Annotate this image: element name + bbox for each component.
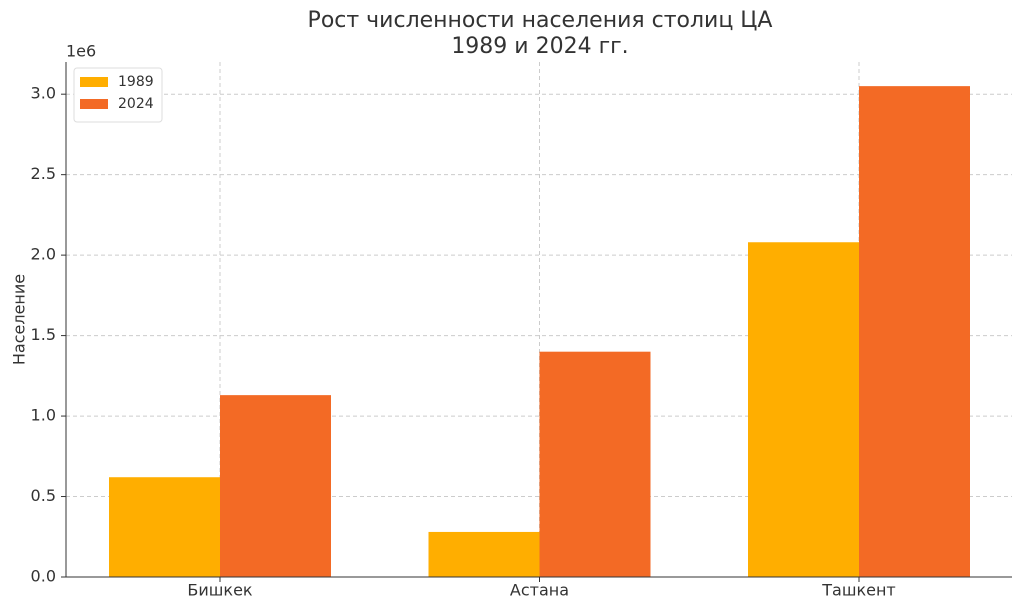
y-tick-label: 0.5: [31, 486, 56, 505]
y-tick-label: 3.0: [31, 84, 56, 103]
y-tick-label: 1.0: [31, 406, 56, 425]
bar: [539, 351, 651, 577]
legend-swatch: [80, 99, 108, 109]
y-offset-label: 1e6: [66, 42, 96, 61]
y-tick-label: 0.0: [31, 567, 56, 586]
y-tick-label: 1.5: [31, 325, 56, 344]
legend-swatch: [80, 77, 108, 87]
y-tick-label: 2.0: [31, 245, 56, 264]
bar: [220, 395, 331, 577]
y-tick-label: 2.5: [31, 164, 56, 183]
bar: [859, 86, 970, 577]
legend-label: 1989: [118, 74, 154, 90]
chart-title: Рост численности населения столиц ЦА 198…: [307, 8, 773, 59]
legend-label: 2024: [118, 96, 154, 112]
bar: [748, 242, 859, 577]
bar: [109, 477, 220, 577]
x-tick-label: Астана: [510, 581, 569, 600]
x-tick-label: Бишкек: [187, 581, 253, 600]
bar: [428, 531, 540, 577]
y-axis-label: Население: [10, 274, 29, 365]
x-tick-label: Ташкент: [821, 581, 896, 600]
